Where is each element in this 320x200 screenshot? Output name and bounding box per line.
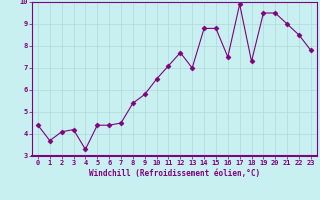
X-axis label: Windchill (Refroidissement éolien,°C): Windchill (Refroidissement éolien,°C) [89,169,260,178]
